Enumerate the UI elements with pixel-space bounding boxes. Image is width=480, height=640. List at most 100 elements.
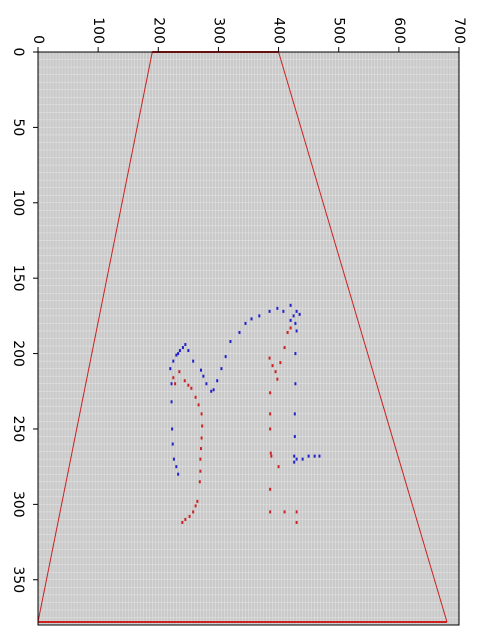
y-tick-label: 50 [10,118,26,136]
data-point [169,367,172,371]
data-point [282,309,285,313]
data-point [268,309,271,313]
data-point [194,504,197,508]
data-point [313,454,316,458]
data-point [192,510,195,514]
data-point [277,465,280,469]
y-tick-label: 250 [10,416,26,443]
data-point [184,343,187,347]
data-point [293,435,296,439]
x-tick-label: 300 [210,17,226,44]
data-point [181,520,184,524]
data-point [271,364,274,368]
data-point [205,382,208,386]
data-point [224,355,227,359]
data-point [188,514,191,518]
right-boundary [278,51,448,623]
data-point [174,382,177,386]
data-point [210,389,213,393]
data-point [172,376,175,380]
y-tick-label: 300 [10,491,26,518]
data-point [192,359,195,363]
data-point [175,353,178,357]
data-point [295,510,298,514]
data-point [177,352,180,356]
data-point [276,306,279,310]
data-point [283,346,286,350]
x-tick-label: 600 [391,17,407,44]
data-point [199,469,202,473]
data-point [200,436,203,440]
x-tick-label: 400 [271,17,287,44]
y-tick-label: 0 [10,48,26,57]
data-point [269,451,272,455]
data-point [244,321,247,325]
data-point [170,382,173,386]
data-point [295,520,298,524]
data-point [286,330,289,334]
data-point [293,412,296,416]
data-point [289,318,292,322]
data-point [198,480,201,484]
x-tick-label: 200 [150,17,166,44]
data-point [276,377,279,381]
data-point [178,370,181,374]
data-point [269,391,272,395]
data-point [294,321,297,325]
data-point [200,412,203,416]
data-point [294,352,297,356]
y-tick-label: 150 [10,265,26,292]
data-point [293,454,296,458]
data-point [283,510,286,514]
data-point [172,457,175,461]
data-point [216,379,219,383]
data-point [269,487,272,491]
data-point [268,356,271,360]
y-tick-label: 200 [10,340,26,367]
data-point [199,368,202,372]
data-point [289,326,292,330]
data-point [274,370,277,374]
data-point [293,460,296,464]
data-point [199,457,202,461]
data-point [229,340,232,344]
plot-frame [37,51,460,626]
data-point [270,454,273,458]
grid-layer [38,52,459,625]
y-tick-label: 100 [10,189,26,216]
data-point [307,454,310,458]
data-point [194,395,197,399]
data-point [202,374,205,378]
data-point [238,330,241,334]
data-point [295,457,298,461]
data-point [175,465,178,469]
data-point [196,499,199,503]
data-point [298,312,301,316]
y-axis-ticks: 0 50 100 150 200 250 300 350 [10,48,38,593]
data-point [178,349,181,353]
data-point [295,309,298,313]
data-point [269,427,272,431]
left-boundary [37,51,153,623]
data-point [269,510,272,514]
data-point [171,442,174,446]
data-point [183,379,186,383]
x-tick-label: 0 [30,35,46,44]
data-point [301,457,304,461]
y-tick-label: 350 [10,566,26,593]
data-point [172,359,175,363]
data-point [212,388,215,392]
data-point [187,349,190,353]
data-point [170,400,173,404]
data-point [279,361,282,365]
data-point [181,346,184,350]
data-point [295,329,298,333]
data-point [289,303,292,307]
points-layer [169,303,321,524]
data-point [201,424,204,428]
x-axis-ticks: 0 100 200 300 400 500 600 700 [30,17,467,52]
data-point [250,317,253,321]
data-point [220,367,223,371]
data-point [199,447,202,451]
